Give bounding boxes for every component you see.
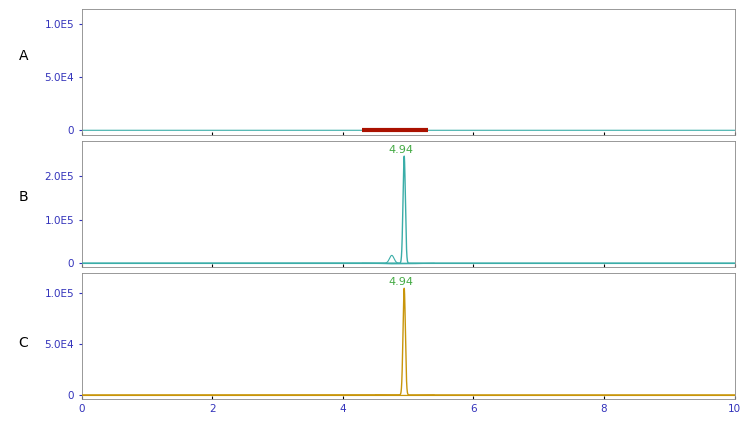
- Text: 4.94: 4.94: [388, 277, 413, 287]
- Text: A: A: [19, 49, 28, 63]
- Text: C: C: [19, 336, 28, 350]
- Text: B: B: [19, 190, 28, 204]
- Text: 4.94: 4.94: [388, 145, 413, 155]
